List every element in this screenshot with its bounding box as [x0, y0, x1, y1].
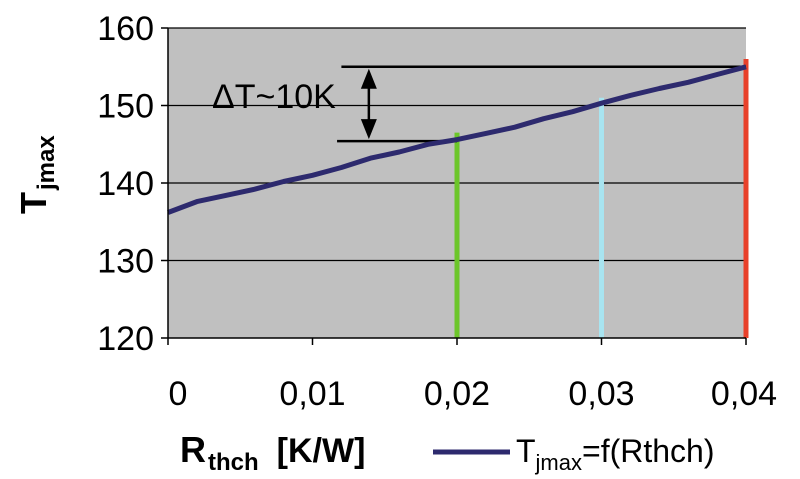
x-tick-label-0,02: 0,02	[424, 375, 490, 413]
annotation-label: ΔT~10K	[212, 78, 336, 116]
x-tick-label-0,01: 0,01	[279, 375, 345, 413]
annotation-arrow-down	[360, 119, 377, 140]
series-line-tjmax	[167, 64, 747, 215]
y-axis-label: Tjmax	[13, 135, 60, 214]
y-tick-label-140: 140	[97, 165, 154, 203]
x-tick-labels: 0 0,01 0,02 0,03 0,04	[169, 375, 778, 413]
y-tick-label-160: 160	[97, 10, 154, 48]
delta-t-annotation	[337, 65, 746, 143]
x-axis-label: Rthch [K/W]	[180, 429, 365, 476]
annotation-arrow-up	[360, 68, 377, 89]
y-tick-label-130: 130	[97, 243, 154, 281]
y-tick-labels: 120 130 140 150 160	[97, 10, 154, 358]
y-tick-label-150: 150	[97, 88, 154, 126]
x-tick-label-0: 0	[169, 375, 188, 413]
legend-entry: Tjmax=f(Rthch)	[516, 433, 714, 475]
y-tick-label-120: 120	[97, 320, 154, 358]
x-tick-label-0,03: 0,03	[568, 375, 634, 413]
axes	[161, 27, 747, 345]
marker-lines	[454, 59, 749, 338]
x-tick-label-0,04: 0,04	[711, 375, 777, 413]
